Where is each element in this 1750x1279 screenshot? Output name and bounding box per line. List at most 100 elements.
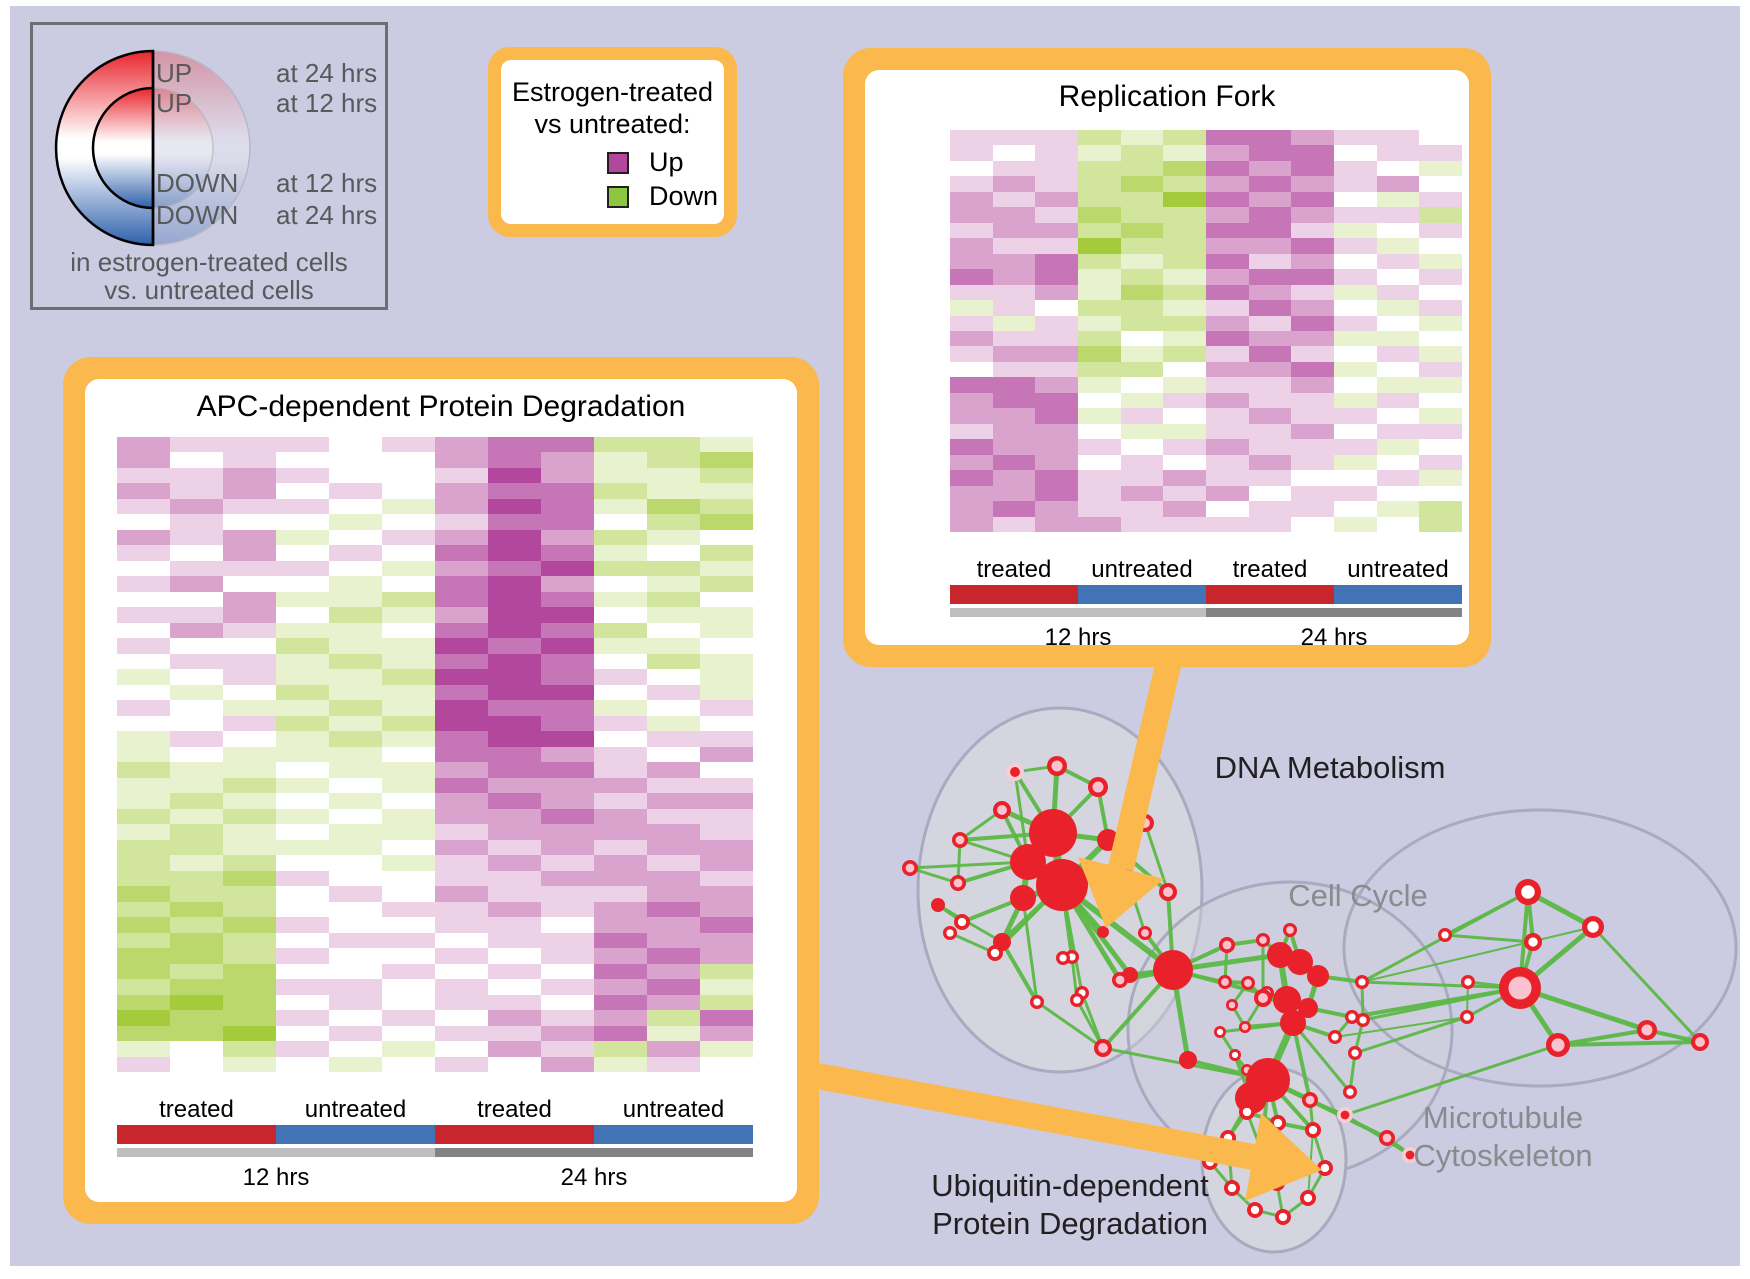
heatmap-cell [170,607,223,623]
heatmap-cell [700,1025,753,1042]
heatmap-cell [594,700,647,716]
heatmap-cell [382,746,435,763]
heatmap-cell [700,622,753,639]
heatmap-cell [700,1056,753,1072]
heatmap-cell [382,437,435,453]
cluster-label-dna-metabolism: DNA Metabolism [1215,750,1446,785]
heatmap-cell [1120,330,1164,347]
heatmap-cell [541,1041,594,1057]
gene-node-white-core [1231,1051,1239,1059]
heatmap-cell [1334,330,1377,347]
heatmap-cell [1376,191,1420,208]
heatmap-cell [435,948,488,964]
heatmap-cell [950,439,993,455]
heatmap-cell [329,638,382,654]
heatmap-cell [1291,516,1334,532]
heatmap-cell [276,591,329,608]
heatmap-cell [329,963,382,980]
heatmap-cell [1078,145,1121,161]
heatmap-cell [1248,423,1292,440]
heatmap-cell [488,777,541,794]
heatmap-cell [276,529,329,546]
heatmap-cell [1206,130,1249,146]
heatmap-cell [594,932,647,949]
heatmap-cell [1120,284,1164,301]
heatmap-cell [1206,284,1249,301]
heatmap-cell [435,437,488,453]
heatmap-cell [276,607,329,623]
heatmap-cell [1078,330,1121,347]
heatmap-cell [170,746,223,763]
heatmap-cell [1035,253,1078,270]
heatmap-cell [950,253,993,270]
heatmap-cell [1376,238,1420,254]
heatmap-cell [1078,423,1121,440]
heatmap-cell [1419,423,1462,440]
heatmap-cell [992,176,1036,192]
heatmap-cell [1035,176,1078,192]
heatmap-cell [1376,269,1420,285]
heatmap-cell [1120,253,1164,270]
heatmap-cell [950,361,993,378]
heatmap-cell [992,145,1036,161]
heatmap-cell [488,1025,541,1042]
heatmap-cell [594,886,647,902]
gene-node-white-core [1073,996,1081,1004]
heatmap-cell [1035,284,1078,301]
heatmap-cell [329,1010,382,1026]
heatmap-cell [1078,284,1121,301]
heatmap-cell [1334,377,1377,393]
heatmap-cell [541,932,594,949]
heatmap-cell [1120,392,1164,409]
heatmap-cell [647,762,700,778]
heatmap-cell [276,715,329,732]
gene-node-solid [1036,859,1088,911]
heatmap-cell [950,300,993,316]
legend-caption-line1: in estrogen-treated cells [70,247,348,277]
heatmap-cell [1376,377,1420,393]
network-edge [1353,1015,1469,1055]
heatmap-cell [1376,361,1420,378]
heatmap-cell [647,529,700,546]
heatmap-cell [647,839,700,856]
heatmap-cell [223,917,276,933]
heatmap-cell [435,514,488,530]
heatmap-cell [1376,346,1420,362]
heatmap-cell [276,793,329,809]
heatmap-cell [329,948,382,964]
heatmap-cell [435,917,488,933]
gene-node-white-core [1351,1049,1359,1057]
heatmap-cell [1120,470,1164,486]
circle-scale-legend: UP at 24 hrs UP at 12 hrs DOWN at 12 hrs… [30,22,388,310]
heatmap-cell [950,222,993,239]
heatmap-cell [950,470,993,486]
heatmap-cell [950,454,993,471]
gene-node-white-core [1278,1212,1288,1222]
heatmap-cell [647,607,700,623]
heatmap-cell [1291,284,1334,301]
heatmap-cell [594,498,647,515]
heatmap-cell [992,485,1036,502]
heatmap-cell [276,545,329,561]
heatmap-cell [329,793,382,809]
heatmap-cell [382,901,435,918]
heatmap-cell [1120,423,1164,440]
heatmap-cell [276,839,329,856]
gene-node-solid [1287,949,1313,975]
heatmap-cell [329,839,382,856]
treatment-color-bar [276,1125,435,1144]
heatmap-cell [992,408,1036,424]
network-edge [1556,1028,1649,1047]
heatmap-cell [950,160,993,177]
heatmap-cell [117,622,170,639]
timepoint-color-bar [1206,608,1462,617]
heatmap-cell [223,1025,276,1042]
gene-node-red-core [1340,1110,1350,1120]
network-edge [1591,925,1702,1044]
heatmap-cell [1376,160,1420,177]
heatmap-cell [1334,238,1377,254]
heatmap-cell [1248,160,1292,177]
heatmap-cell [594,870,647,887]
network-edge [1556,1040,1702,1047]
heatmap-cell [382,638,435,654]
